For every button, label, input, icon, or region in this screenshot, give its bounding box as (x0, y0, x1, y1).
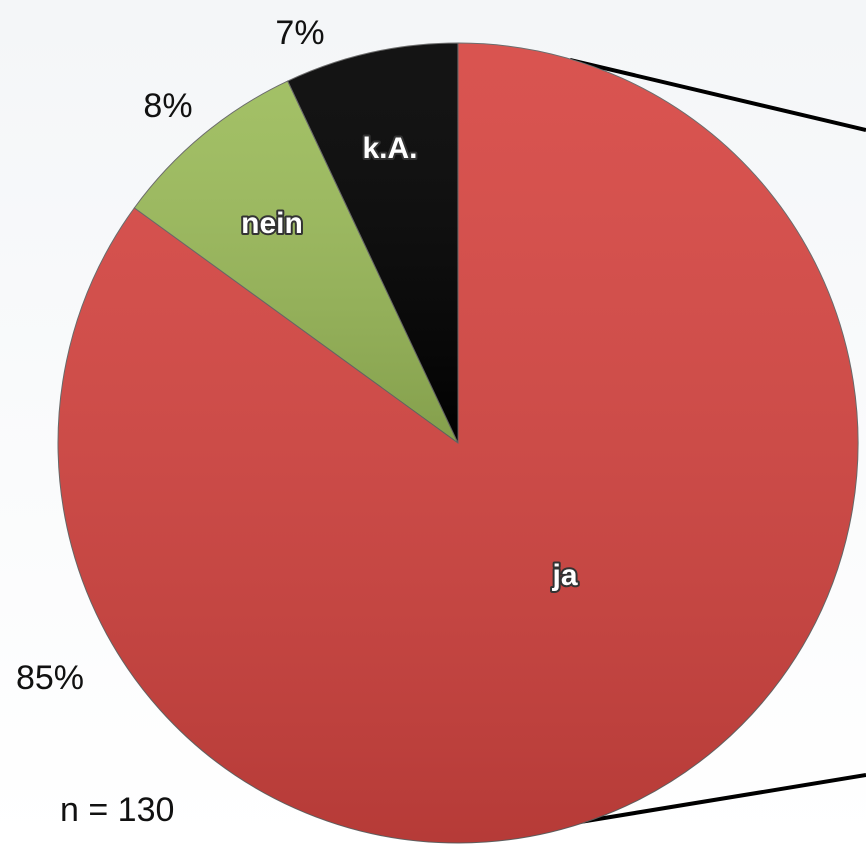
slice-shade (134, 81, 459, 443)
slice-label: ja (551, 559, 577, 592)
annotation: n = 130 (60, 791, 174, 829)
slice-label: k.A. (362, 132, 417, 165)
slice-label: nein (241, 207, 303, 240)
pie (57, 42, 859, 844)
slice-shade (287, 43, 458, 443)
value-label: 7% (275, 14, 324, 52)
zoom-line (569, 58, 866, 132)
value-label: 85% (16, 659, 84, 697)
zoom-line (579, 773, 866, 824)
value-label: 8% (143, 87, 192, 125)
